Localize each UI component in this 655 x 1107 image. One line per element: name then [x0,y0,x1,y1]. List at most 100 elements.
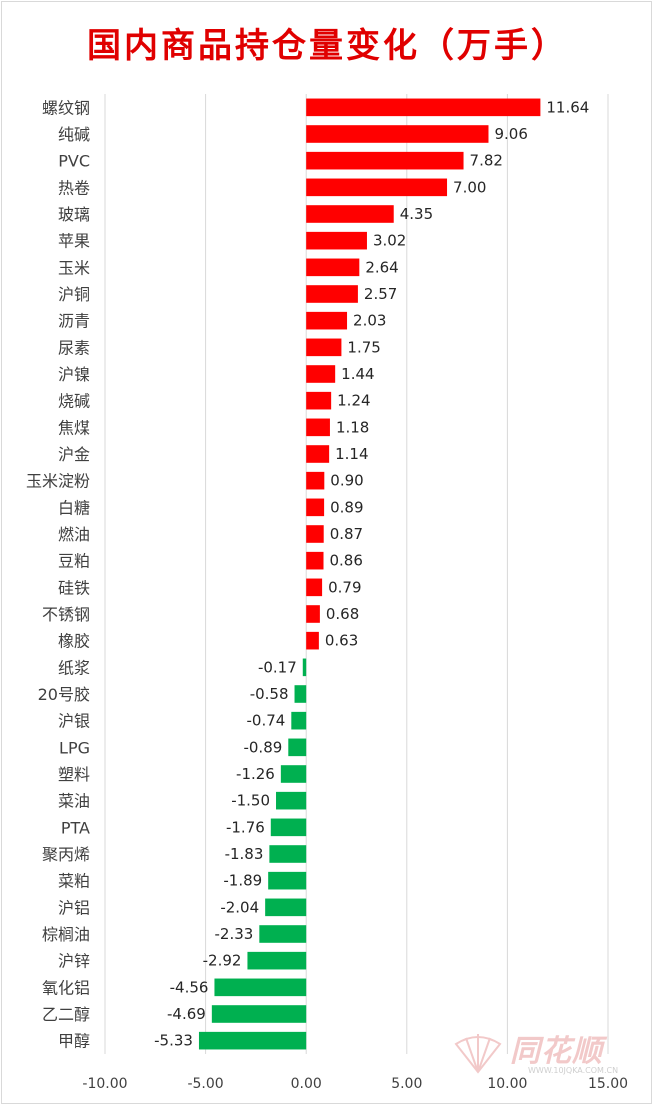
data-label: 1.14 [335,445,368,463]
grid-lines [104,94,609,1054]
bar [306,525,324,543]
category-label: 玉米淀粉 [26,472,90,491]
data-label: 7.82 [470,152,503,170]
category-label: 烧碱 [58,392,90,411]
bar [306,125,489,143]
bar [306,285,358,303]
data-label: -5.33 [154,1032,193,1050]
bar [306,391,332,410]
data-label: -4.69 [167,1005,206,1023]
bar [306,498,325,517]
brand-logo-icon [454,1034,502,1074]
category-label: 不锈钢 [42,605,90,624]
chart-title: 国内商品持仓量变化（万手） [87,26,568,66]
category-label: 白糖 [58,498,90,517]
data-label: 3.02 [373,232,406,250]
bar [270,818,307,837]
data-label: 2.57 [364,285,397,303]
category-label: 沪银 [58,712,90,731]
bar [306,471,325,490]
data-label: 1.24 [337,392,370,410]
data-label: 4.35 [400,205,433,223]
category-label: 沪铜 [58,285,90,304]
bar [306,631,319,650]
data-label: 7.00 [453,178,486,196]
bar [306,98,541,117]
category-label: 玻璃 [58,205,90,224]
category-label: 热卷 [58,178,90,197]
data-label: -0.74 [246,712,285,730]
bar [306,311,348,330]
data-label: -1.89 [223,872,262,890]
category-label: PVC [58,152,90,171]
bar [306,258,360,277]
bar [306,551,324,570]
bar [211,1005,307,1023]
category-label: 菜油 [58,792,90,811]
x-tick-label: 0.00 [291,1076,322,1092]
category-label: 硅铁 [58,578,90,597]
data-label: 1.75 [347,338,380,356]
bar [306,338,342,357]
data-label: 2.64 [365,258,398,276]
data-label: -1.76 [226,818,265,836]
category-label: LPG [59,738,90,757]
category-label: 玉米 [58,258,90,277]
bar [294,685,307,703]
data-label: -0.17 [258,658,297,676]
data-label: 0.90 [330,472,363,490]
category-label: 燃油 [58,525,90,544]
data-label: 0.79 [328,578,361,596]
category-label: PTA [61,818,90,837]
category-label: 纯碱 [58,125,90,144]
bar [291,711,307,730]
category-label: 苹果 [58,232,90,251]
category-label: 沪锌 [58,952,90,971]
x-tick-label: 5.00 [391,1076,422,1092]
bar [302,658,307,677]
bar [306,178,448,197]
data-label: 0.68 [326,605,359,623]
category-label: 菜粕 [58,872,90,891]
category-label: 乙二醇 [42,1005,90,1024]
data-label: 2.03 [353,312,386,330]
bar [306,205,394,223]
x-tick-labels: -10.00 -5.00 0.00 5.00 10.00 15.00 [82,1076,628,1092]
category-label: 氧化铝 [42,978,90,997]
data-label: 1.44 [341,365,374,383]
x-tick-label: -5.00 [187,1076,223,1092]
bars [198,98,541,1050]
bar [269,845,307,863]
bar [198,1031,307,1050]
data-label: -2.04 [220,898,259,916]
category-label: 螺纹钢 [42,98,90,117]
bar [306,578,323,597]
data-label: 0.63 [325,632,358,650]
bar [214,978,307,997]
bar [306,365,336,383]
data-label: -4.56 [170,978,209,996]
bar [306,151,464,170]
bar [306,445,330,463]
bar [265,898,307,917]
watermark-brand: 同花顺 [510,1034,603,1069]
bar [280,765,307,783]
data-label: 9.06 [494,125,527,143]
category-label: 沪铝 [58,898,90,917]
category-label: 棕榈油 [42,925,90,944]
bar [306,418,330,437]
value-labels: 11.64 9.06 7.82 7.00 4.35 3.02 2.64 2.57 2.03 1.7… [154,98,589,1049]
data-label: -2.33 [215,925,254,943]
category-label: 纸浆 [58,658,90,677]
category-label: 塑料 [58,765,90,784]
bar [306,605,320,623]
data-label: 0.89 [330,498,363,516]
data-label: 0.87 [330,525,363,543]
x-tick-label: -10.00 [82,1076,127,1092]
category-label: 沥青 [58,312,90,331]
watermark: 同花顺 WWW.10JQKA.COM.CN [448,1024,638,1084]
bar [288,738,307,757]
category-label: 橡胶 [58,632,90,651]
